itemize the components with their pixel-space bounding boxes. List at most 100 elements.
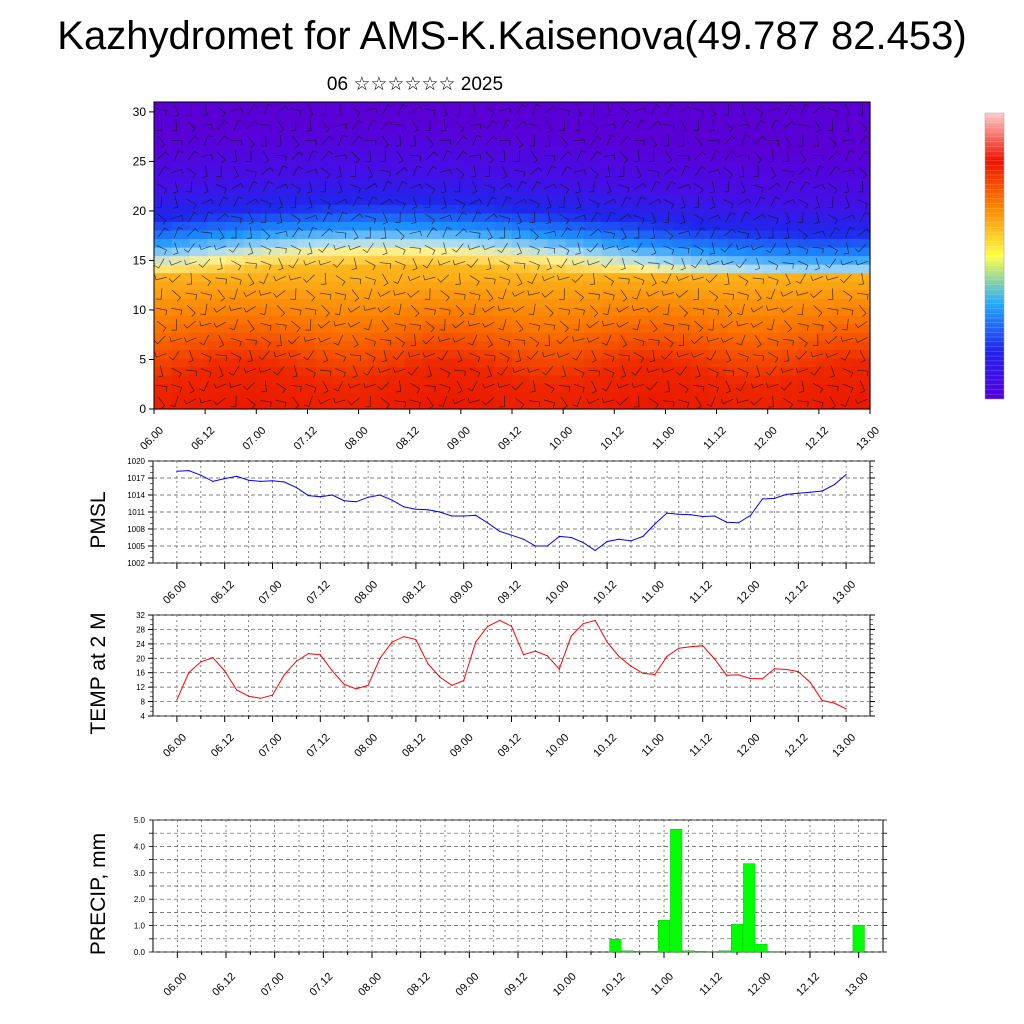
heatmap-cell: [673, 349, 692, 359]
wind-barb: [858, 228, 871, 237]
heatmap-cell: [744, 298, 764, 308]
heatmap-cell: [619, 391, 638, 402]
heatmap-cell: [154, 110, 173, 120]
heatmap-cell: [440, 195, 459, 205]
heatmap-cell: [673, 144, 692, 154]
heatmap-cell: [852, 281, 871, 291]
heatmap-cell: [780, 170, 799, 180]
wind-barb: [662, 303, 670, 316]
wind-barb: [156, 245, 167, 255]
heatmap-cell: [834, 127, 853, 137]
heatmap-cell: [261, 102, 280, 112]
wind-barb: [243, 381, 256, 391]
wind-barb: [321, 120, 330, 133]
wind-barb: [306, 290, 316, 302]
wind-barb: [320, 180, 327, 193]
wind-barb: [218, 227, 225, 241]
heatmap-cell: [422, 298, 441, 308]
pmsl-data-point: [224, 478, 226, 480]
wind-barb: [173, 226, 184, 238]
heatmap-cell: [297, 229, 316, 240]
heatmap-cell: [565, 204, 585, 214]
wind-barb: [486, 335, 493, 348]
wind-barb: [589, 167, 599, 179]
heatmap-cell: [655, 366, 674, 376]
pmsl-data-point: [176, 470, 178, 472]
wind-barb: [529, 211, 535, 223]
wind-barb: [633, 276, 645, 286]
wind-barb: [708, 368, 719, 378]
wind-barb: [243, 306, 256, 313]
wind-barb: [694, 136, 703, 149]
heatmap-cell: [601, 212, 620, 222]
pmsl-data-point: [785, 493, 788, 495]
heatmap-cell: [422, 110, 441, 120]
heatmap-cell: [601, 366, 620, 376]
wind-barb: [573, 367, 585, 378]
temp-y-tick-label: 8: [141, 698, 146, 707]
heatmap-cell: [816, 204, 835, 214]
heatmap-cell: [726, 374, 746, 385]
heatmap-cell: [368, 366, 388, 376]
heatmap-cell: [458, 391, 477, 402]
heatmap-cell: [529, 349, 549, 359]
wind-barb: [828, 320, 838, 333]
wind-barb: [482, 321, 495, 328]
wind-barb: [784, 320, 793, 333]
wind-barb: [347, 321, 361, 328]
wind-barb: [273, 351, 287, 358]
heatmap-cell: [744, 212, 764, 222]
temp-data-point: [439, 676, 441, 678]
heatmap-cell: [404, 238, 424, 248]
heatmap-cell: [350, 102, 370, 112]
heatmap-cell: [673, 357, 692, 367]
wind-barb: [456, 211, 467, 223]
heatmap-cell: [440, 366, 459, 376]
heatmap-cell: [243, 153, 262, 163]
wind-barb: [725, 350, 732, 363]
heatmap-cell: [422, 306, 441, 316]
heatmap-cell: [726, 289, 746, 299]
heatmap-cell: [261, 161, 280, 171]
heatmap-cell: [691, 366, 710, 376]
heatmap-cell: [404, 178, 424, 188]
wind-barb: [797, 303, 804, 316]
pmsl-data-point: [666, 512, 668, 514]
heatmap-cell: [458, 102, 477, 112]
heatmap-cell: [780, 374, 799, 385]
heatmap-cell: [171, 323, 191, 333]
wind-barb: [258, 350, 270, 360]
heatmap-cell: [601, 229, 620, 240]
heatmap-cell: [816, 332, 835, 342]
wind-barb: [422, 258, 434, 269]
heatmap-y-tick-label: 5: [139, 352, 146, 366]
heatmap-cell: [315, 255, 334, 265]
wind-barb: [576, 104, 582, 118]
heatmap-cell: [494, 306, 513, 316]
wind-barb: [678, 382, 689, 394]
wind-barb: [527, 290, 540, 296]
heatmap-cell: [512, 298, 531, 308]
wind-barb: [367, 196, 378, 207]
temp-time-label: 06.12: [209, 732, 237, 760]
wind-barb: [722, 292, 735, 300]
heatmap-cell: [744, 246, 764, 257]
heatmap-cell: [189, 127, 209, 137]
temp-data-point: [224, 670, 226, 672]
heatmap-cell: [189, 229, 209, 240]
heatmap-cell: [333, 127, 352, 137]
heatmap-cell: [458, 119, 477, 129]
wind-barb: [797, 245, 809, 255]
heatmap-cell: [225, 272, 245, 282]
heatmap-cell: [762, 315, 782, 325]
wind-barb: [322, 350, 329, 363]
wind-barb: [351, 289, 360, 302]
wind-barb: [631, 382, 645, 388]
heatmap-cell: [333, 161, 352, 171]
heatmap-cell: [368, 161, 388, 171]
temp-time-label: 12.00: [735, 732, 763, 760]
heatmap-cell: [726, 212, 746, 222]
wind-barb: [526, 350, 539, 360]
wind-barb: [664, 166, 677, 175]
heatmap-cell: [225, 289, 245, 299]
